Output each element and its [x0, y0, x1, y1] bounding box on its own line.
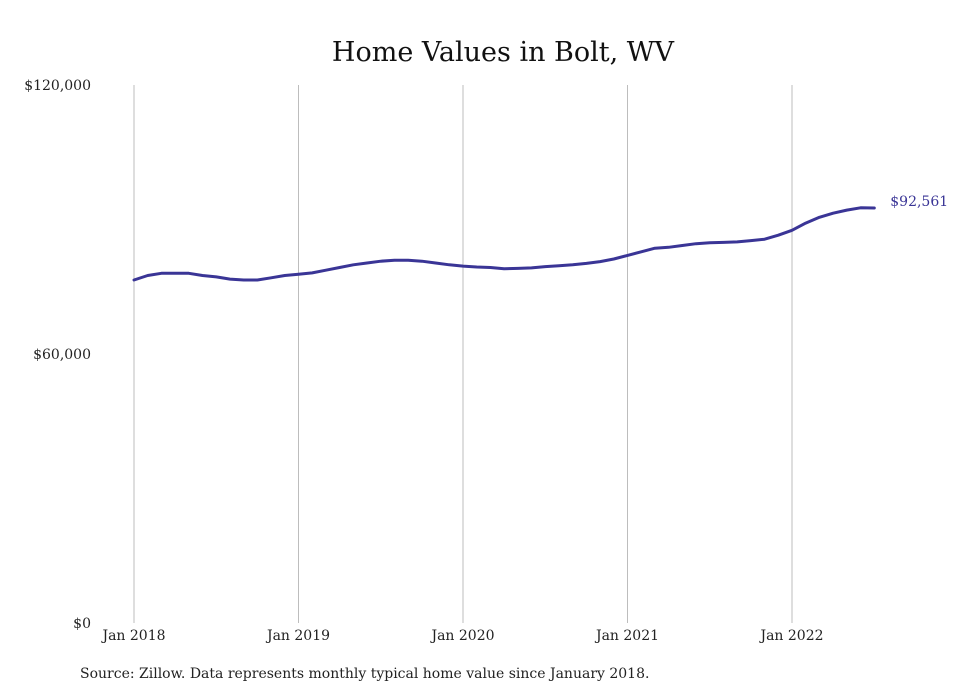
chart-title: Home Values in Bolt, WV — [332, 37, 675, 68]
y-tick-label-0: $0 — [73, 616, 91, 632]
x-tick-label-0: Jan 2018 — [100, 628, 165, 644]
y-tick-label-2: $120,000 — [24, 78, 91, 94]
grid-lines — [133, 85, 793, 623]
source-note: Source: Zillow. Data represents monthly … — [80, 666, 650, 682]
x-tick-label-4: Jan 2022 — [758, 628, 823, 644]
x-tick-label-2: Jan 2020 — [429, 628, 494, 644]
x-axis-ticks: Jan 2018 Jan 2019 Jan 2020 Jan 2021 Jan 2022 — [100, 628, 823, 644]
series-group: $92,561 — [132, 194, 948, 282]
y-tick-label-1: $60,000 — [33, 347, 91, 363]
end-value-label-0: $92,561 — [890, 194, 948, 210]
y-axis-ticks: $0 $60,000 $120,000 — [24, 78, 91, 632]
x-tick-label-3: Jan 2021 — [594, 628, 659, 644]
series-line-0 — [132, 206, 876, 282]
x-tick-label-1: Jan 2019 — [265, 628, 330, 644]
